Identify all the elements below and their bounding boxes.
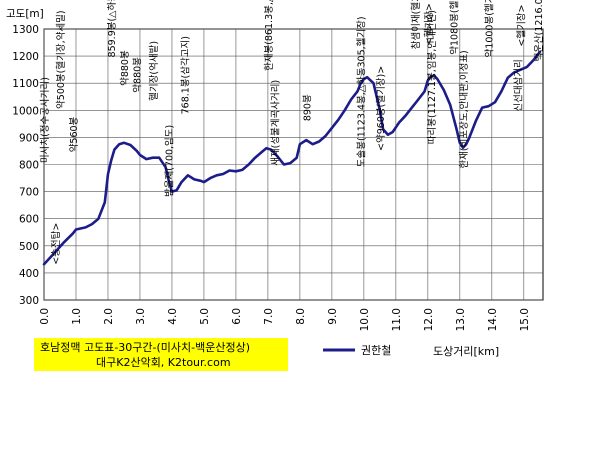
annotation-label: 새재(성불계곡사거리) xyxy=(269,80,281,166)
y-axis-label: 고도[m] xyxy=(6,8,44,20)
info-title-line-1: 호남정맥 고도표-30구간-(미사치-백운산정상) xyxy=(40,341,250,354)
info-box: 호남정맥 고도표-30구간-(미사치-백운산정상) 대구K2산악회, K2tou… xyxy=(34,338,288,371)
x-tick-labels: 0.0 1.0 2.0 3.0 4.0 5.0 6.0 7.0 8.0 9.0 10.0 11.0 12… xyxy=(39,308,531,331)
annotation-label: <송전탑> xyxy=(50,223,62,265)
legend: 권한철 xyxy=(323,344,391,357)
annotation-label: 약560봉 xyxy=(68,116,80,152)
annotation-label: <약960봉(헬기장)> xyxy=(375,66,387,151)
annotation-label: <헬기장> xyxy=(424,3,435,45)
annotation-label: 헬기장(억새밭) xyxy=(148,41,160,101)
x-tick-label: 14.0 xyxy=(487,308,499,331)
annotation-label: 백운산(1216.0봉,△하동13,이정표) xyxy=(533,0,545,62)
annotation-label: 약1080봉(헬기장) xyxy=(448,0,460,55)
annotation-label: 신선대삼거리 xyxy=(513,59,524,111)
annotation-label: 약880봉 xyxy=(132,57,144,93)
legend-label: 권한철 xyxy=(361,344,391,357)
x-tick-label: 8.0 xyxy=(295,308,307,325)
y-tick-label: 1300 xyxy=(12,24,39,36)
y-tick-label: 1100 xyxy=(12,78,39,90)
x-axis-label: 도상거리[km] xyxy=(433,345,499,358)
annotation-label: 약1000봉(헬기장) xyxy=(484,0,496,57)
series-line xyxy=(42,50,542,266)
annotation-label: 약500봉(헬기장,약세밀) xyxy=(55,10,67,109)
x-tick-label: 15.0 xyxy=(519,308,531,331)
x-tick-label: 7.0 xyxy=(263,308,275,325)
x-tick-label: 0.0 xyxy=(39,308,51,325)
annotation-label: 859.9봉(△하동24,91재설) xyxy=(106,0,118,57)
y-tick-label: 1200 xyxy=(12,51,39,63)
annotation-label: 한재(비포장도,안내판,이정표) xyxy=(459,50,470,168)
annotation-label: <헬기장> xyxy=(517,4,528,46)
info-title-line-2: 대구K2산악회, K2tour.com xyxy=(96,356,231,369)
annotations: 미사치(정수공사거리) <송전탑> 약500봉(헬기장,약세밀)약560봉 859.9… xyxy=(39,0,545,265)
y-tick-label: 400 xyxy=(19,268,39,280)
annotation-label: 밤을재(700,임도) xyxy=(164,125,176,197)
y-tick-label: 800 xyxy=(19,160,39,172)
x-tick-label: 2.0 xyxy=(103,308,115,325)
y-tick-label: 300 xyxy=(19,295,39,307)
annotation-label: 미사치(정수공사거리) xyxy=(39,77,51,163)
x-tick-label: 5.0 xyxy=(199,308,211,325)
x-tick-label: 12.0 xyxy=(423,308,435,331)
y-tick-label: 600 xyxy=(19,214,39,226)
x-tick-label: 13.0 xyxy=(455,308,467,331)
x-tick-label: 11.0 xyxy=(391,308,403,331)
y-tick-labels: 300 400 500 600 700 800 900 1000 1100 1200 1300 xyxy=(12,24,39,307)
x-tick-label: 1.0 xyxy=(71,308,83,325)
annotation-label: 890봉 xyxy=(302,94,313,121)
x-tick-label: 6.0 xyxy=(231,308,243,325)
x-tick-label: 9.0 xyxy=(327,308,339,325)
y-tick-label: 900 xyxy=(19,132,39,144)
y-tick-label: 500 xyxy=(19,241,39,253)
x-tick-label: 4.0 xyxy=(167,308,179,325)
x-tick-label: 3.0 xyxy=(135,308,147,325)
y-tick-label: 700 xyxy=(19,187,39,199)
annotation-label: 따리봉(1127.1봉,임봉,안내간판) xyxy=(426,10,438,144)
annotation-label: 약880봉 xyxy=(119,50,131,86)
annotation-label: 참샘이재(헬기장) xyxy=(411,0,422,49)
annotation-label: 768.1봉(삼각고지) xyxy=(180,36,192,114)
y-tick-label: 1000 xyxy=(12,105,39,117)
annotation-label: 도솔봉(1123.4봉,△하동305,헬기장) xyxy=(356,16,368,167)
x-tick-label: 10.0 xyxy=(359,308,371,331)
annotation-label: 한재봉(861.3봉,△하동426) xyxy=(263,0,275,71)
